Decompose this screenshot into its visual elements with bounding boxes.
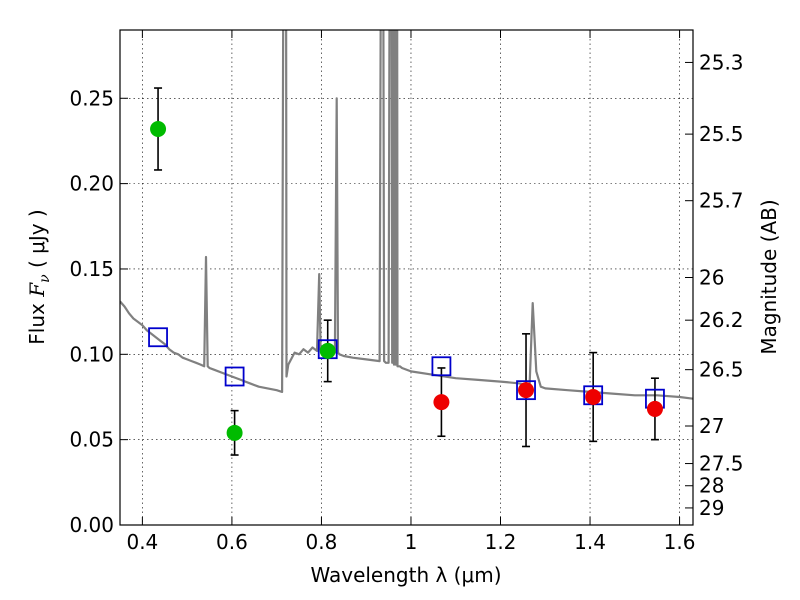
plot-area [120,30,693,525]
model-square-point [516,380,536,401]
y-tick-label: 0.20 [69,172,114,196]
red-data-point [646,400,663,417]
y-axis-title: Flux Fν ( μJy ) [25,209,53,344]
green-data-point [319,342,336,359]
magnitude-tick-label: 25.5 [699,122,744,146]
magnitude-tick-label: 26.5 [699,358,744,382]
magnitude-tick-label: 27.5 [699,452,744,476]
green-data-point [150,121,167,137]
red-data-point [518,382,535,399]
magnitude-axis-title: Magnitude (AB) [757,199,781,354]
model-square-point [148,327,168,348]
magnitude-tick-label: 25.7 [699,189,744,213]
y-axis-title-prefix: Flux [25,297,49,345]
magnitude-tick-label: 26.2 [699,308,744,332]
magnitude-tick-label: 25.3 [699,50,744,74]
x-tick-label: 1.4 [574,530,606,554]
y-axis-title-symbol: F [25,282,49,298]
red-data-point [585,388,602,405]
x-tick-label: 0.8 [306,530,338,554]
x-tick-label: 1 [405,530,418,554]
y-tick-label: 0.15 [69,257,114,281]
x-tick-label: 1.2 [485,530,517,554]
y-tick-label: 0.10 [69,342,114,366]
y-axis-title-suffix: ( μJy ) [25,209,49,274]
x-axis-title: Wavelength λ (μm) [310,563,501,587]
red-data-point [433,394,450,411]
grid [120,30,693,526]
green-data-point [226,424,243,441]
magnitude-tick-label: 28 [699,474,724,498]
magnitude-tick-label: 27 [699,414,724,438]
magnitude-tick-label: 26 [699,266,724,290]
model-square-point [431,356,452,377]
marker-layer [148,121,665,441]
magnitude-tick-label: 29 [699,496,724,520]
x-tick-label: 0.4 [126,530,158,554]
y-axis-title-subscript: ν [37,274,53,283]
y-tick-label: 0.25 [69,86,114,110]
model-square-point [224,366,245,387]
tick-layer: 0.4 0.6 0.8 1 1.2 1.4 1.6 0.00 0.05 0.10 0.15 0.20 0… [69,30,744,554]
y-tick-label: 0.05 [69,428,114,452]
x-tick-label: 0.6 [216,530,248,554]
x-tick-label: 1.6 [664,530,696,554]
y-tick-label: 0.00 [69,513,114,537]
